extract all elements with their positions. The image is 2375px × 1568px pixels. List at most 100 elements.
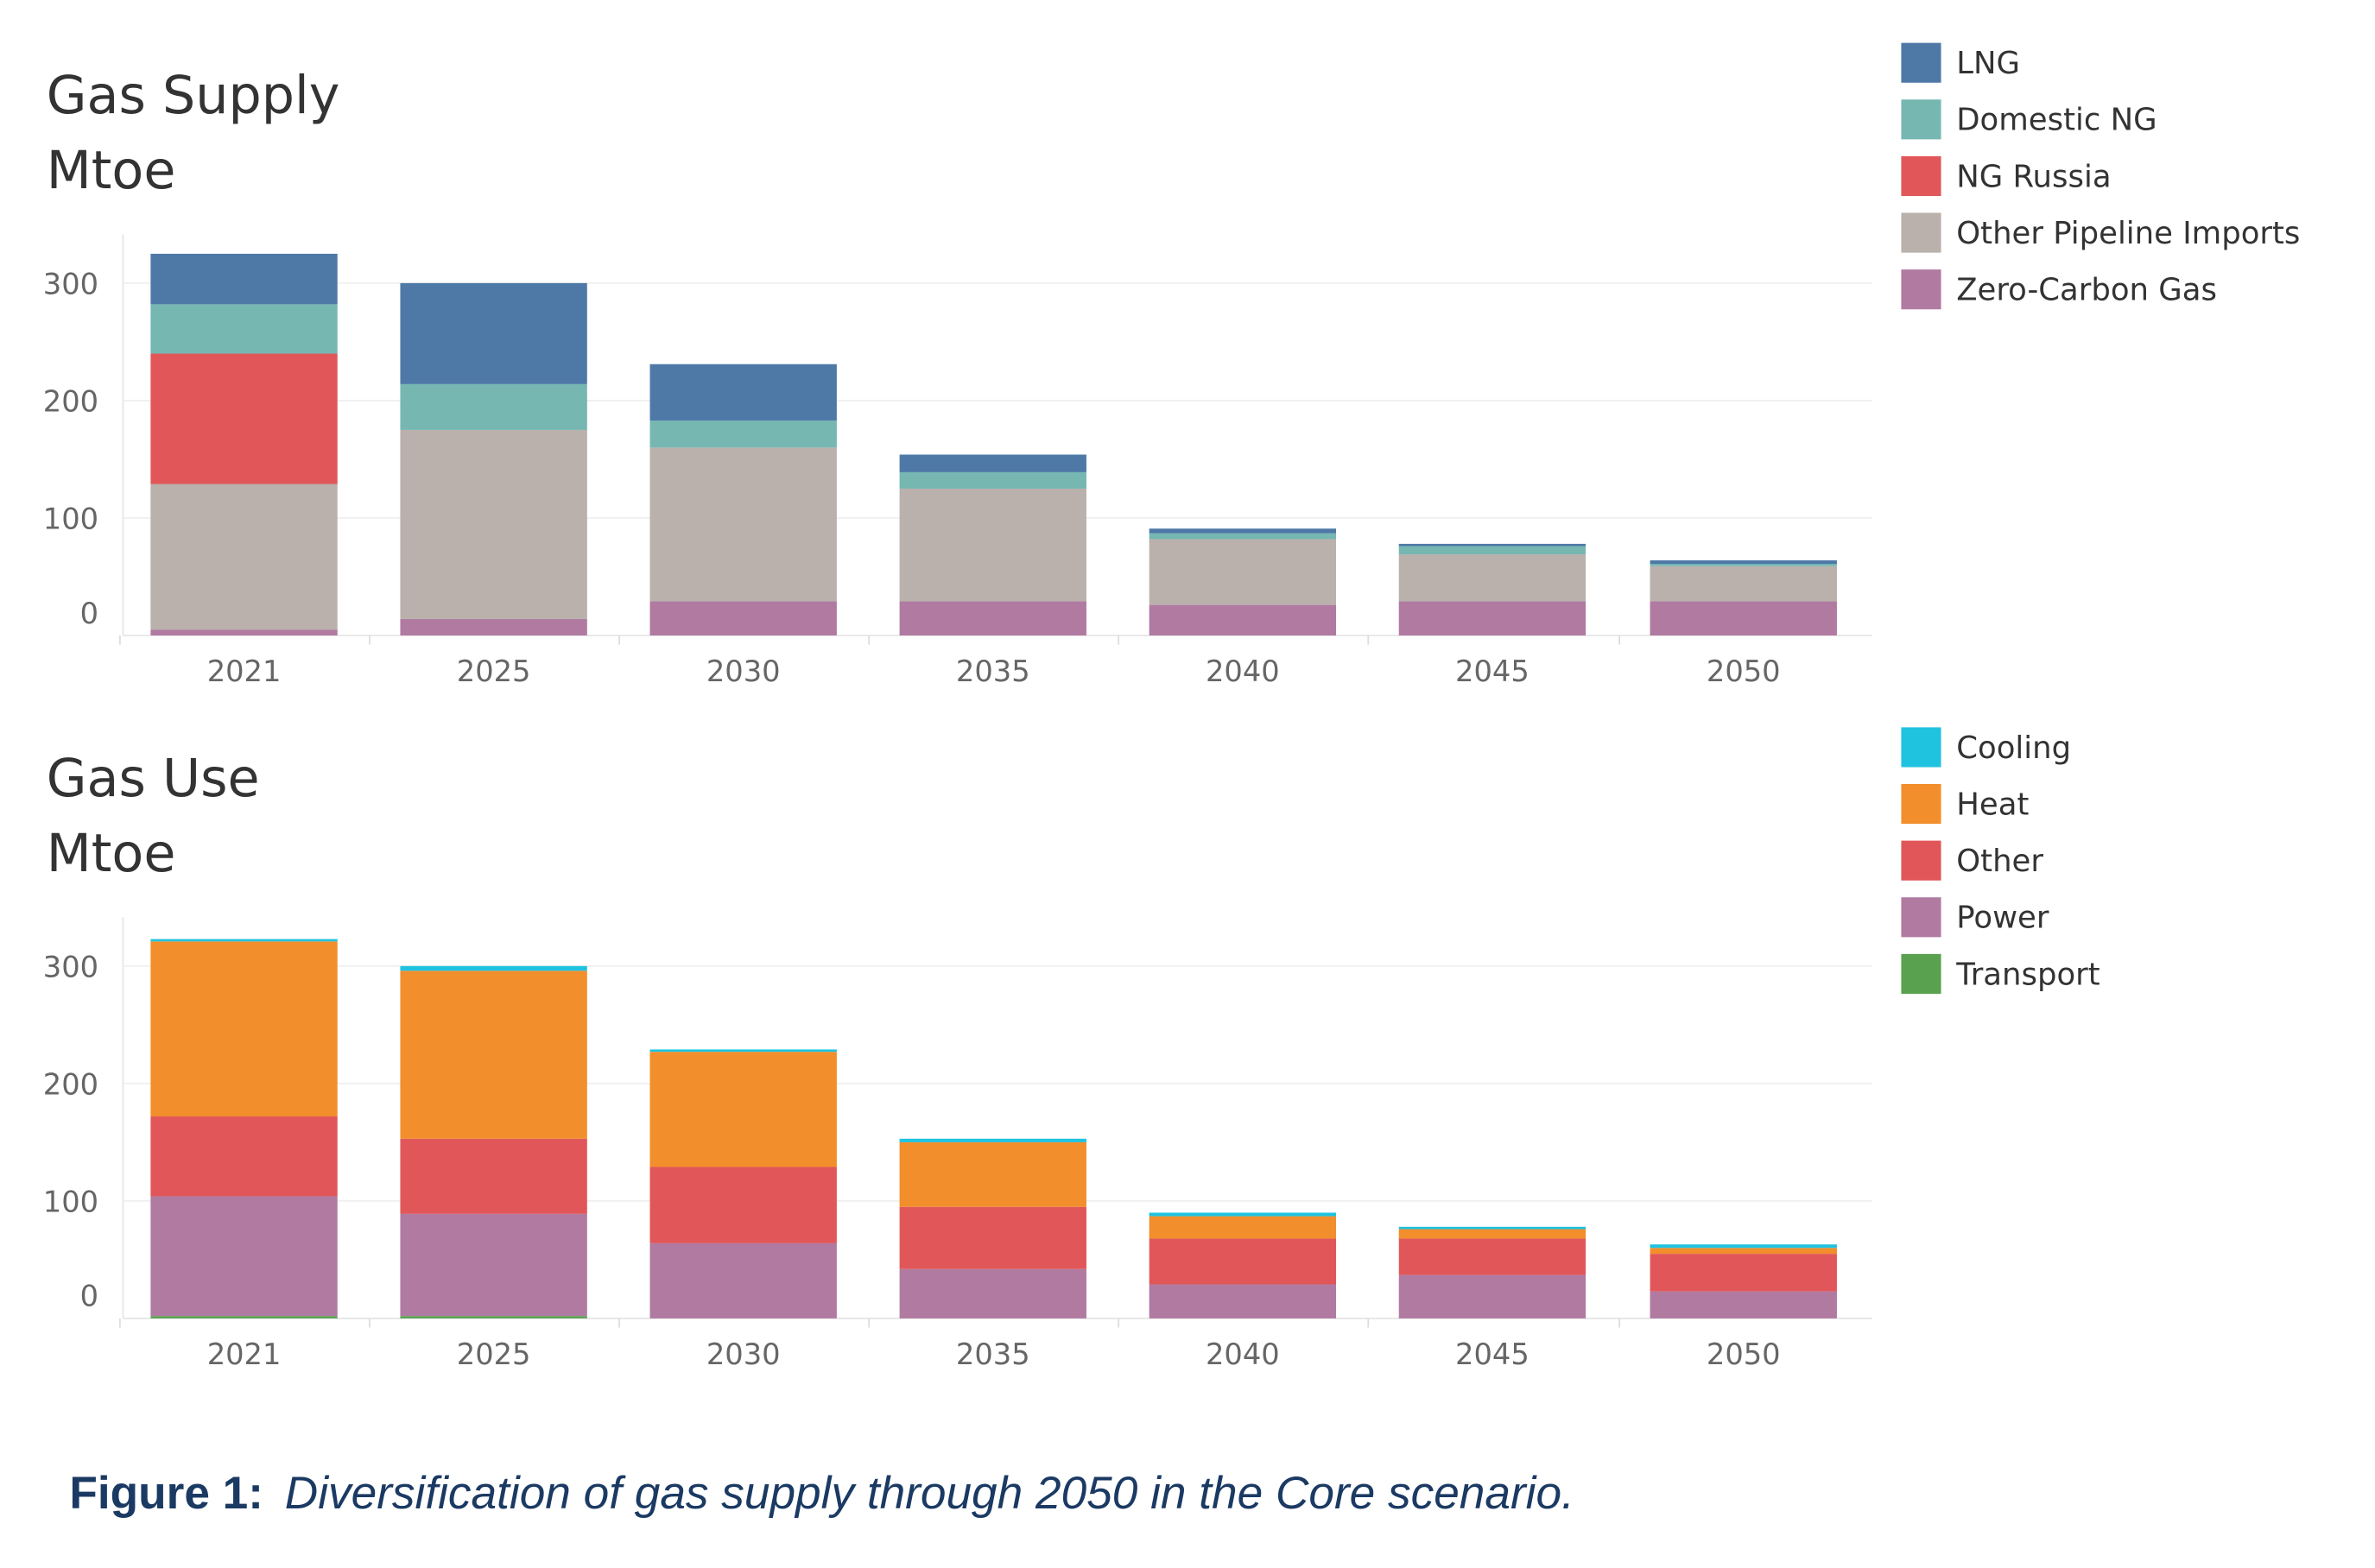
legend-swatch bbox=[1901, 840, 1941, 881]
bar-segment-zero-carbon-gas bbox=[649, 601, 837, 635]
svg-text:Figure 1: Diversificatio: Figure 1: Diversification of gas supply … bbox=[69, 1468, 1574, 1519]
legend-item: Domestic NG bbox=[1901, 99, 2157, 140]
bar-segment-lng bbox=[150, 253, 338, 305]
legend-item: Zero-Carbon Gas bbox=[1901, 269, 2217, 310]
bar-segment-lng bbox=[649, 364, 837, 421]
bar-segment-other bbox=[649, 1167, 837, 1243]
bar-segment-lng bbox=[1149, 528, 1337, 534]
bar-segment-zero-carbon-gas bbox=[899, 601, 1086, 635]
x-tick-label: 2025 bbox=[457, 654, 531, 688]
y-tick-label: 300 bbox=[43, 950, 98, 983]
x-tick-label: 2035 bbox=[956, 654, 1030, 688]
bar-segment-zero-carbon-gas bbox=[400, 618, 587, 635]
legend-swatch bbox=[1901, 784, 1941, 825]
bar-segment-cooling bbox=[150, 939, 338, 942]
x-tick-label: 2025 bbox=[457, 1337, 531, 1371]
x-tick-label: 2030 bbox=[706, 1337, 781, 1371]
legend-label: Other bbox=[1956, 844, 2043, 879]
caption-label: Figure 1: bbox=[69, 1468, 263, 1519]
bar-segment-zero-carbon-gas bbox=[1650, 601, 1837, 635]
bar-segment-cooling bbox=[1650, 1244, 1837, 1249]
x-tick-label: 2035 bbox=[956, 1337, 1030, 1371]
legend-swatch bbox=[1901, 42, 1941, 83]
legend-item: NG Russia bbox=[1901, 155, 2112, 196]
x-tick-label: 2030 bbox=[706, 654, 781, 688]
bar-segment-lng bbox=[1650, 560, 1837, 565]
bar-segment-lng bbox=[400, 282, 587, 384]
bar-segment-heat bbox=[899, 1141, 1086, 1207]
bar-segment-domestic-ng bbox=[400, 383, 587, 430]
bar-segment-other bbox=[1650, 1254, 1837, 1292]
legend-item: Cooling bbox=[1901, 727, 2071, 768]
bar-segment-heat bbox=[1149, 1216, 1337, 1239]
legend-item: Other Pipeline Imports bbox=[1901, 212, 2300, 253]
bar-segment-domestic-ng bbox=[1149, 533, 1337, 540]
legend-swatch bbox=[1901, 269, 1941, 310]
bar-segment-power bbox=[400, 1213, 587, 1317]
bar-segment-other bbox=[400, 1138, 587, 1214]
figure-caption: Figure 1: Diversification of gas supply … bbox=[69, 1468, 1574, 1519]
bar-segment-other-pipeline-imports bbox=[150, 484, 338, 630]
bar-segment-cooling bbox=[1149, 1212, 1337, 1217]
bar-segment-other-pipeline-imports bbox=[1149, 539, 1337, 605]
bar-segment-heat bbox=[649, 1052, 837, 1167]
bar-segment-power bbox=[899, 1268, 1086, 1318]
bar-segment-other bbox=[1149, 1238, 1337, 1285]
legend-item: Power bbox=[1901, 897, 2049, 938]
x-tick-label: 2045 bbox=[1455, 654, 1530, 688]
legend-label: NG Russia bbox=[1956, 159, 2111, 194]
bar-segment-cooling bbox=[1398, 1226, 1586, 1230]
legend-label: Transport bbox=[1955, 957, 2100, 992]
bar-segment-power bbox=[1650, 1291, 1837, 1318]
legend-item: LNG bbox=[1901, 42, 2020, 83]
x-tick-label: 2040 bbox=[1206, 1337, 1280, 1371]
legend-item: Heat bbox=[1901, 784, 2029, 825]
legend-label: Other Pipeline Imports bbox=[1956, 216, 2300, 251]
bar-segment-other-pipeline-imports bbox=[1650, 566, 1837, 602]
y-tick-label: 200 bbox=[43, 384, 98, 418]
legend-swatch bbox=[1901, 155, 1941, 196]
bar-segment-heat bbox=[1398, 1229, 1586, 1239]
bar-segment-heat bbox=[400, 971, 587, 1139]
bar-segment-other-pipeline-imports bbox=[1398, 554, 1586, 602]
bar-segment-cooling bbox=[400, 965, 587, 971]
legend-label: Power bbox=[1956, 901, 2049, 936]
x-tick-label: 2040 bbox=[1206, 654, 1280, 688]
legend-item: Transport bbox=[1901, 953, 2100, 994]
bar-segment-heat bbox=[1650, 1248, 1837, 1255]
bar-segment-transport bbox=[400, 1316, 587, 1318]
bar-segment-other-pipeline-imports bbox=[400, 429, 587, 619]
x-tick-label: 2021 bbox=[207, 1337, 282, 1371]
x-tick-label: 2050 bbox=[1707, 1337, 1781, 1371]
legend-label: Heat bbox=[1956, 787, 2029, 822]
bar-segment-domestic-ng bbox=[899, 471, 1086, 489]
chart-title: Gas Supply bbox=[47, 66, 340, 126]
bar-segment-cooling bbox=[899, 1138, 1086, 1142]
y-axis-unit: Mtoe bbox=[47, 824, 176, 884]
gas-use-chart: Gas Use Mtoe 0 100 200 300 2021 2025 2030 2035 2… bbox=[43, 727, 2100, 1371]
y-tick-label: 0 bbox=[80, 597, 98, 630]
legend-swatch bbox=[1901, 99, 1941, 140]
legend-label: Zero-Carbon Gas bbox=[1956, 273, 2217, 308]
legend-swatch bbox=[1901, 727, 1941, 768]
caption-text: Diversification of gas supply through 20… bbox=[285, 1468, 1574, 1519]
legend-swatch bbox=[1901, 953, 1941, 994]
bar-segment-transport bbox=[150, 1316, 338, 1318]
bar-segment-power bbox=[649, 1242, 837, 1318]
bar-segment-power bbox=[1149, 1284, 1337, 1318]
bar-segment-lng bbox=[899, 454, 1086, 472]
bar-segment-ng-russia bbox=[150, 353, 338, 484]
bar-segment-cooling bbox=[649, 1049, 837, 1053]
bar-segment-domestic-ng bbox=[1650, 564, 1837, 566]
x-tick-label: 2021 bbox=[207, 654, 282, 688]
bar-segment-zero-carbon-gas bbox=[1398, 601, 1586, 635]
bar-segment-zero-carbon-gas bbox=[1149, 604, 1337, 635]
gas-supply-chart: Gas Supply Mtoe 0 100 200 300 2021 2025 2030 20… bbox=[43, 42, 2300, 688]
legend-swatch bbox=[1901, 212, 1941, 253]
bar-segment-heat bbox=[150, 941, 338, 1116]
x-tick-label: 2050 bbox=[1707, 654, 1781, 688]
legend-swatch bbox=[1901, 897, 1941, 938]
bar-segment-domestic-ng bbox=[649, 420, 837, 448]
bar-segment-lng bbox=[1398, 543, 1586, 547]
legend-label: Cooling bbox=[1956, 730, 2071, 766]
